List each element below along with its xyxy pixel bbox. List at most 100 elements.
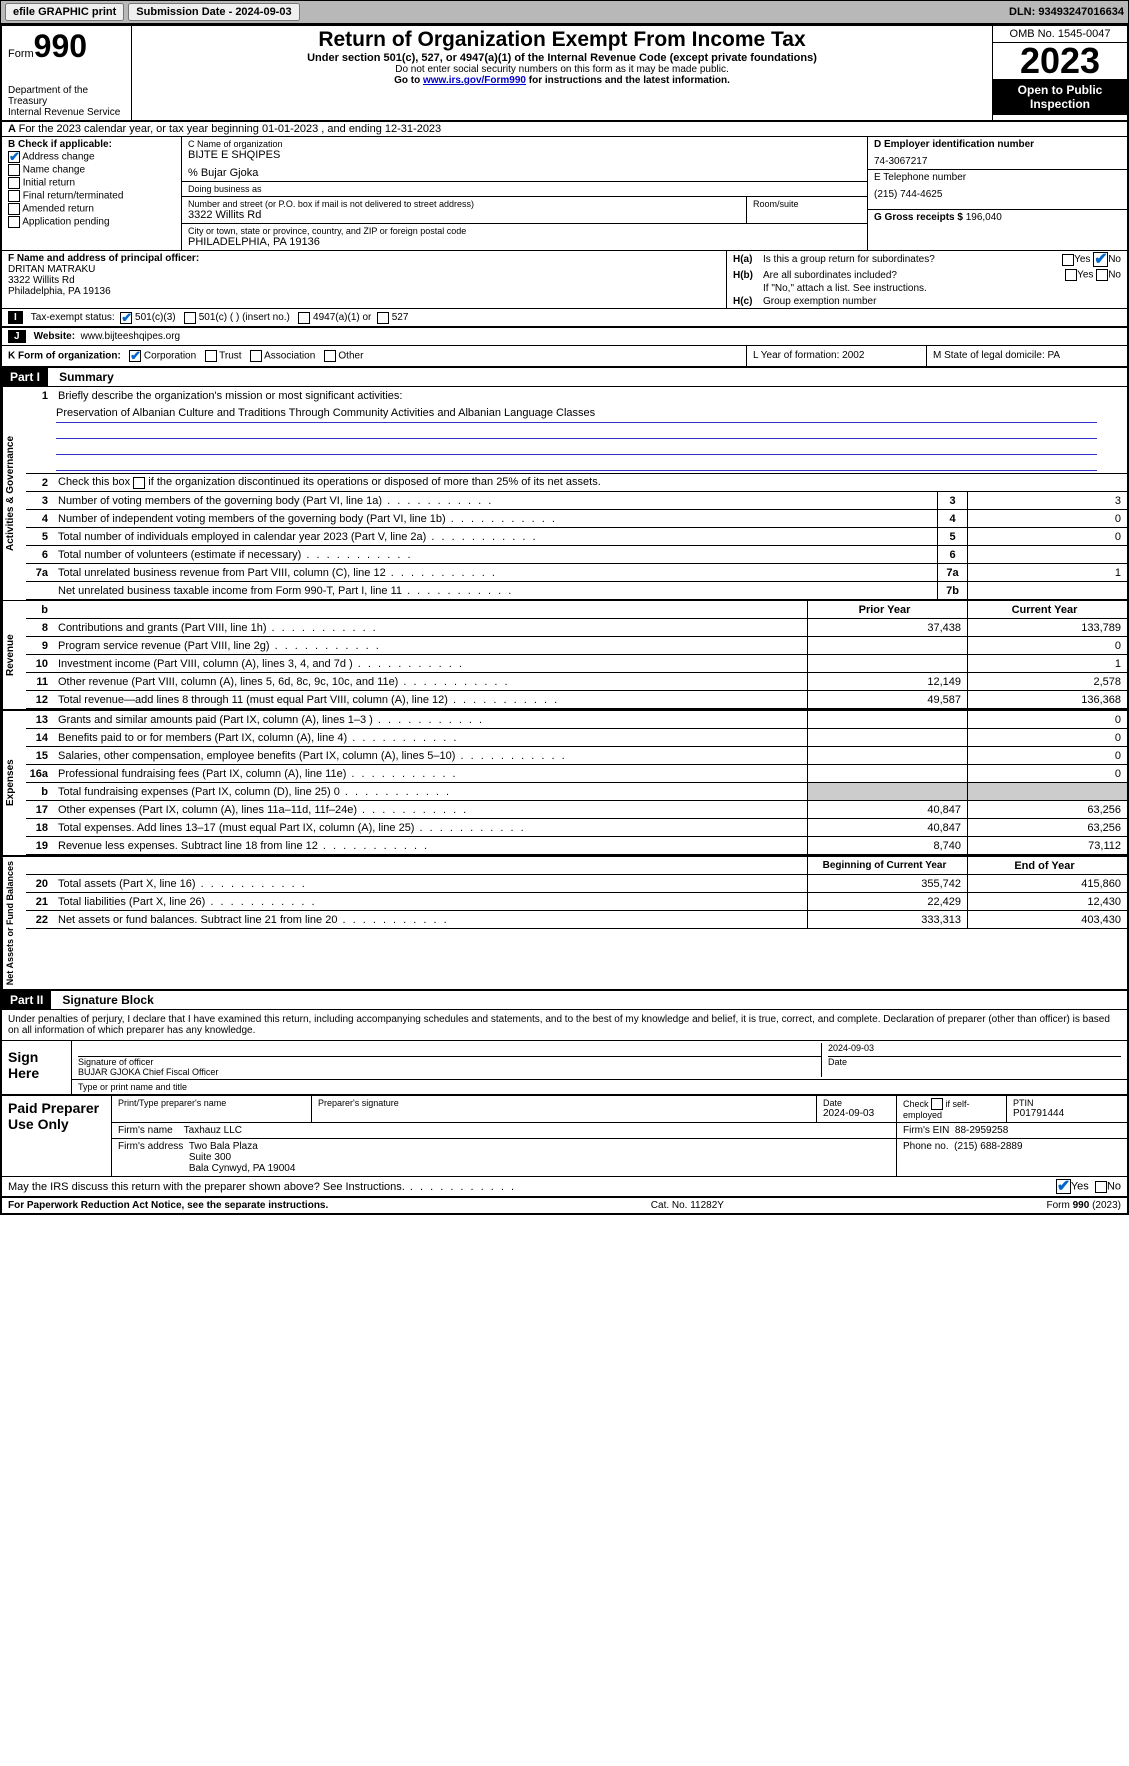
501c3-label: 501(c)(3) (135, 312, 176, 323)
table-row: 12Total revenue—add lines 8 through 11 (… (26, 691, 1127, 709)
table-row: Net unrelated business taxable income fr… (26, 582, 1127, 600)
org-name-label: C Name of organization (188, 139, 283, 149)
city-label: City or town, state or province, country… (188, 226, 861, 236)
irs-link[interactable]: www.irs.gov/Form990 (423, 75, 526, 86)
officer-addr2: Philadelphia, PA 19136 (8, 286, 720, 297)
header-row: Form990 Department of the Treasury Inter… (2, 26, 1127, 122)
section-fh: F Name and address of principal officer:… (2, 251, 1127, 309)
form-number: 990 (34, 28, 87, 64)
col-m-state: M State of legal domicile: PA (927, 346, 1127, 366)
footer-row: For Paperwork Reduction Act Notice, see … (2, 1198, 1127, 1213)
part-ii-header: Part II (2, 991, 51, 1009)
table-row: 7aTotal unrelated business revenue from … (26, 564, 1127, 582)
trust-checkbox[interactable] (205, 350, 217, 362)
j-label: J (8, 330, 26, 343)
table-row: 4Number of independent voting members of… (26, 510, 1127, 528)
self-emp-checkbox[interactable] (931, 1098, 943, 1110)
firm-ein: 88-2959258 (955, 1125, 1008, 1136)
firm-phone: (215) 688-2889 (954, 1141, 1022, 1152)
discuss-no-checkbox[interactable] (1095, 1181, 1107, 1193)
trust-label: Trust (219, 351, 241, 362)
firm-phone-label: Phone no. (903, 1141, 949, 1152)
gross-receipts-label: G Gross receipts $ (874, 212, 963, 223)
header-right: OMB No. 1545-0047 2023 Open to Public In… (992, 26, 1127, 120)
ha-label: H(a) (733, 254, 763, 265)
4947-checkbox[interactable] (298, 312, 310, 324)
501c3-checkbox[interactable] (120, 312, 132, 324)
address-change-checkbox[interactable] (8, 151, 20, 163)
sign-here-label: Sign Here (2, 1041, 72, 1094)
table-row: 10Investment income (Part VIII, column (… (26, 655, 1127, 673)
footer-left: For Paperwork Reduction Act Notice, see … (8, 1200, 328, 1211)
501c-checkbox[interactable] (184, 312, 196, 324)
table-row: 9Program service revenue (Part VIII, lin… (26, 637, 1127, 655)
top-bar: efile GRAPHIC print Submission Date - 20… (0, 0, 1129, 24)
prep-date: 2024-09-03 (823, 1108, 890, 1119)
table-row: 22Net assets or fund balances. Subtract … (26, 911, 1127, 929)
assoc-checkbox[interactable] (250, 350, 262, 362)
app-pending-label: Application pending (22, 217, 109, 228)
footer-right: Form 990 (2023) (1047, 1200, 1121, 1211)
date-label: Date (828, 1057, 1121, 1067)
firm-ein-label: Firm's EIN (903, 1125, 949, 1136)
subtitle-2: Do not enter social security numbers on … (140, 64, 984, 75)
self-emp-label: Check if self-employed (903, 1099, 970, 1121)
app-pending-checkbox[interactable] (8, 216, 20, 228)
col-l-year: L Year of formation: 2002 (747, 346, 927, 366)
summary-revenue: Revenue b Prior Year Current Year 8Contr… (2, 600, 1127, 711)
corp-checkbox[interactable] (129, 350, 141, 362)
discuss-yes-checkbox[interactable] (1056, 1179, 1071, 1194)
row-klm: K Form of organization: Corporation Trus… (2, 346, 1127, 368)
final-return-checkbox[interactable] (8, 190, 20, 202)
hb-no-checkbox[interactable] (1096, 269, 1108, 281)
summary-governance: Activities & Governance 1 Briefly descri… (2, 387, 1127, 600)
table-row: 16aProfessional fundraising fees (Part I… (26, 765, 1127, 783)
line2-text2: if the organization discontinued its ope… (145, 476, 601, 488)
mission-text: Preservation of Albanian Culture and Tra… (56, 407, 1097, 423)
ha-no-checkbox[interactable] (1093, 252, 1108, 267)
4947-label: 4947(a)(1) or (313, 312, 371, 323)
amended-return-label: Amended return (22, 204, 94, 215)
assoc-label: Association (264, 351, 315, 362)
table-row: 11Other revenue (Part VIII, column (A), … (26, 673, 1127, 691)
initial-return-label: Initial return (23, 178, 75, 189)
officer-name-title: BUJAR GJOKA Chief Fiscal Officer (78, 1067, 821, 1077)
table-row: 3Number of voting members of the governi… (26, 492, 1127, 510)
initial-return-checkbox[interactable] (8, 177, 20, 189)
declaration-text: Under penalties of perjury, I declare th… (2, 1010, 1127, 1041)
firm-name: Taxhauz LLC (184, 1125, 242, 1136)
goto-post: for instructions and the latest informat… (526, 75, 730, 86)
subtitle-1: Under section 501(c), 527, or 4947(a)(1)… (140, 52, 984, 64)
tax-year: 2023 (993, 43, 1127, 79)
line2-text: Check this box (58, 476, 133, 488)
table-row: 19Revenue less expenses. Subtract line 1… (26, 837, 1127, 855)
table-row: 20Total assets (Part X, line 16)355,7424… (26, 875, 1127, 893)
other-checkbox[interactable] (324, 350, 336, 362)
527-checkbox[interactable] (377, 312, 389, 324)
table-row: 5Total number of individuals employed in… (26, 528, 1127, 546)
name-change-checkbox[interactable] (8, 164, 20, 176)
col-c-org-info: C Name of organization BIJTE E SHQIPES %… (182, 137, 867, 250)
form-990-container: Form990 Department of the Treasury Inter… (0, 24, 1129, 1215)
discuss-yes-label: Yes (1071, 1181, 1089, 1193)
k-label: K Form of organization: (8, 351, 121, 362)
527-label: 527 (392, 312, 409, 323)
line2-checkbox[interactable] (133, 477, 145, 489)
table-row: 17Other expenses (Part IX, column (A), l… (26, 801, 1127, 819)
ha-yes-label: Yes (1074, 254, 1090, 265)
paid-preparer-block: Paid Preparer Use Only Print/Type prepar… (2, 1096, 1127, 1177)
officer-label: F Name and address of principal officer: (8, 253, 720, 264)
row-i-tax-status: I Tax-exempt status: 501(c)(3) 501(c) ( … (2, 309, 1127, 327)
amended-return-checkbox[interactable] (8, 203, 20, 215)
submission-date-button[interactable]: Submission Date - 2024-09-03 (128, 3, 299, 21)
officer-name: DRITAN MATRAKU (8, 264, 720, 275)
efile-print-button[interactable]: efile GRAPHIC print (5, 3, 124, 21)
phone-label: E Telephone number (874, 172, 1121, 183)
ein-value: 74-3067217 (874, 156, 1121, 167)
part-ii-title: Signature Block (54, 991, 161, 1009)
hb-label: H(b) (733, 270, 763, 281)
sign-date: 2024-09-03 (828, 1043, 1121, 1057)
ha-yes-checkbox[interactable] (1062, 254, 1074, 266)
address-change-label: Address change (22, 152, 94, 163)
hb-yes-checkbox[interactable] (1065, 269, 1077, 281)
